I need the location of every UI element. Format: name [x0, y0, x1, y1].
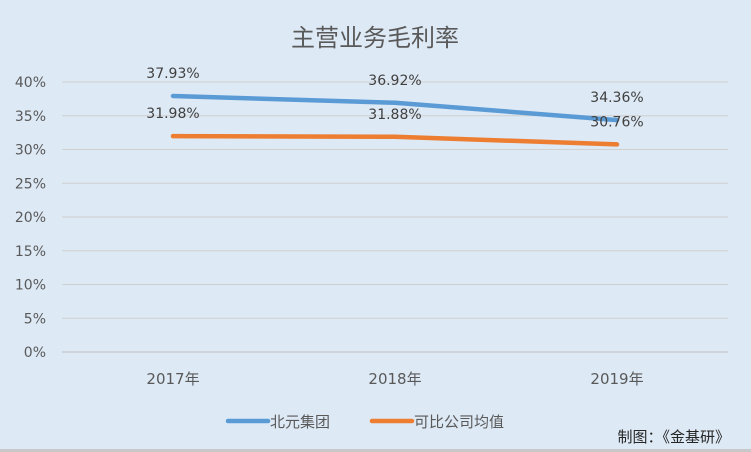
y-tick-label: 0%	[24, 345, 46, 361]
credit-text: 制图：《金基研》	[617, 428, 730, 446]
chart-title: 主营业务毛利率	[291, 24, 459, 52]
y-tick-label: 5%	[24, 311, 46, 327]
y-tick-label: 30%	[15, 143, 46, 159]
y-tick-label: 40%	[15, 75, 46, 91]
legend-label: 北元集团	[270, 413, 330, 431]
x-tick-label: 2017年	[146, 370, 199, 388]
data-label: 36.92%	[368, 73, 421, 89]
bottom-border	[0, 449, 751, 452]
series-line-1	[170, 133, 620, 147]
y-tick-label: 35%	[15, 109, 46, 125]
series-line-0	[170, 93, 620, 123]
data-label: 31.88%	[368, 107, 421, 123]
y-tick-label: 15%	[15, 244, 46, 260]
legend-label: 可比公司均值	[414, 413, 504, 431]
x-tick-label: 2018年	[368, 370, 421, 388]
data-label: 37.93%	[146, 66, 199, 82]
y-tick-label: 10%	[15, 278, 46, 294]
data-label: 31.98%	[146, 106, 199, 122]
y-tick-label: 20%	[15, 210, 46, 226]
data-label: 30.76%	[590, 114, 643, 130]
x-tick-label: 2019年	[590, 370, 643, 388]
data-label: 34.36%	[590, 90, 643, 106]
y-tick-label: 25%	[15, 176, 46, 192]
